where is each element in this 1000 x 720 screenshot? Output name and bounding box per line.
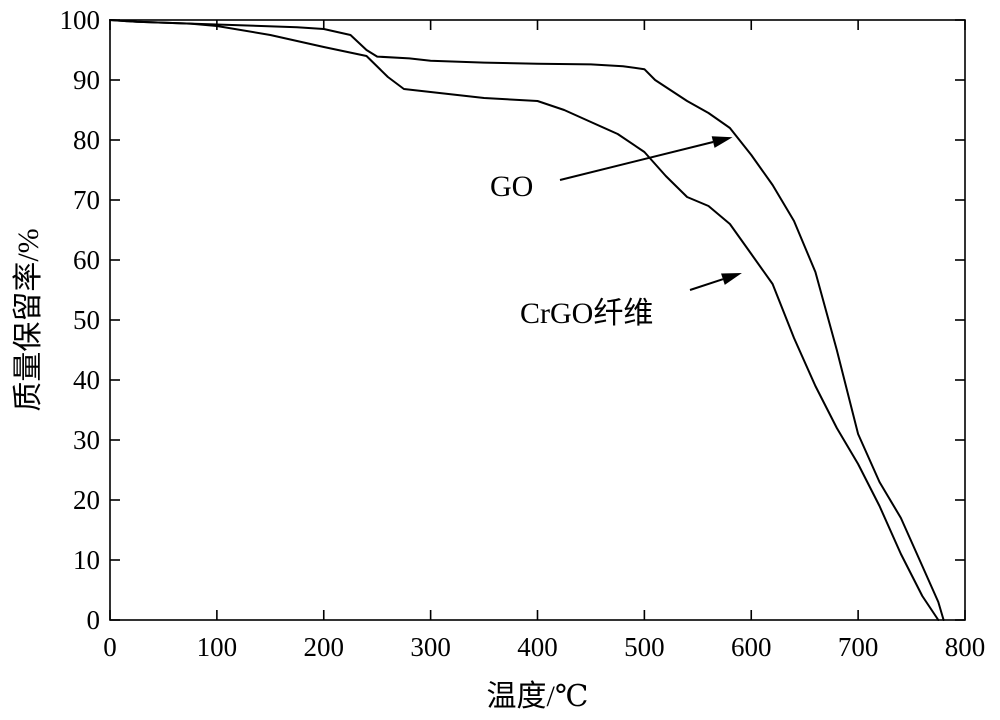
x-tick-label: 700: [838, 632, 879, 662]
x-axis-title: 温度/℃: [487, 680, 589, 713]
x-tick-label: 600: [731, 632, 772, 662]
x-tick-label: 300: [410, 632, 451, 662]
y-tick-label: 100: [60, 5, 101, 35]
x-tick-label: 0: [103, 632, 117, 662]
x-tick-label: 500: [624, 632, 665, 662]
y-tick-label: 30: [73, 425, 100, 455]
go-arrow: [559, 141, 714, 181]
series-crgo-line: [109, 19, 940, 621]
y-tick-label: 10: [73, 545, 100, 575]
y-tick-label: 90: [73, 65, 100, 95]
ticks: 0 100 200 300 400 500 600 700 800 0 10 20 30 40 50 60 70…: [60, 5, 986, 662]
y-axis-title: 质量保留率/%: [12, 228, 45, 411]
x-tick-label: 200: [304, 632, 345, 662]
x-tick-label: 400: [517, 632, 558, 662]
crgo-arrow: [689, 278, 724, 291]
y-tick-label: 60: [73, 245, 100, 275]
crgo-arrowhead: [721, 273, 742, 285]
y-tick-label: 0: [87, 605, 101, 635]
y-tick-label: 20: [73, 485, 100, 515]
crgo-label: CrGO纤维: [520, 297, 653, 330]
annotations: GO CrGO纤维: [490, 136, 742, 330]
x-tick-label: 100: [197, 632, 238, 662]
go-arrowhead: [711, 136, 733, 148]
x-tick-label: 800: [945, 632, 986, 662]
y-tick-label: 80: [73, 125, 100, 155]
y-tick-label: 70: [73, 185, 100, 215]
series-go-line: [109, 19, 945, 621]
y-tick-label: 50: [73, 305, 100, 335]
series: [109, 19, 945, 621]
go-label: GO: [490, 170, 533, 203]
y-tick-label: 40: [73, 365, 100, 395]
